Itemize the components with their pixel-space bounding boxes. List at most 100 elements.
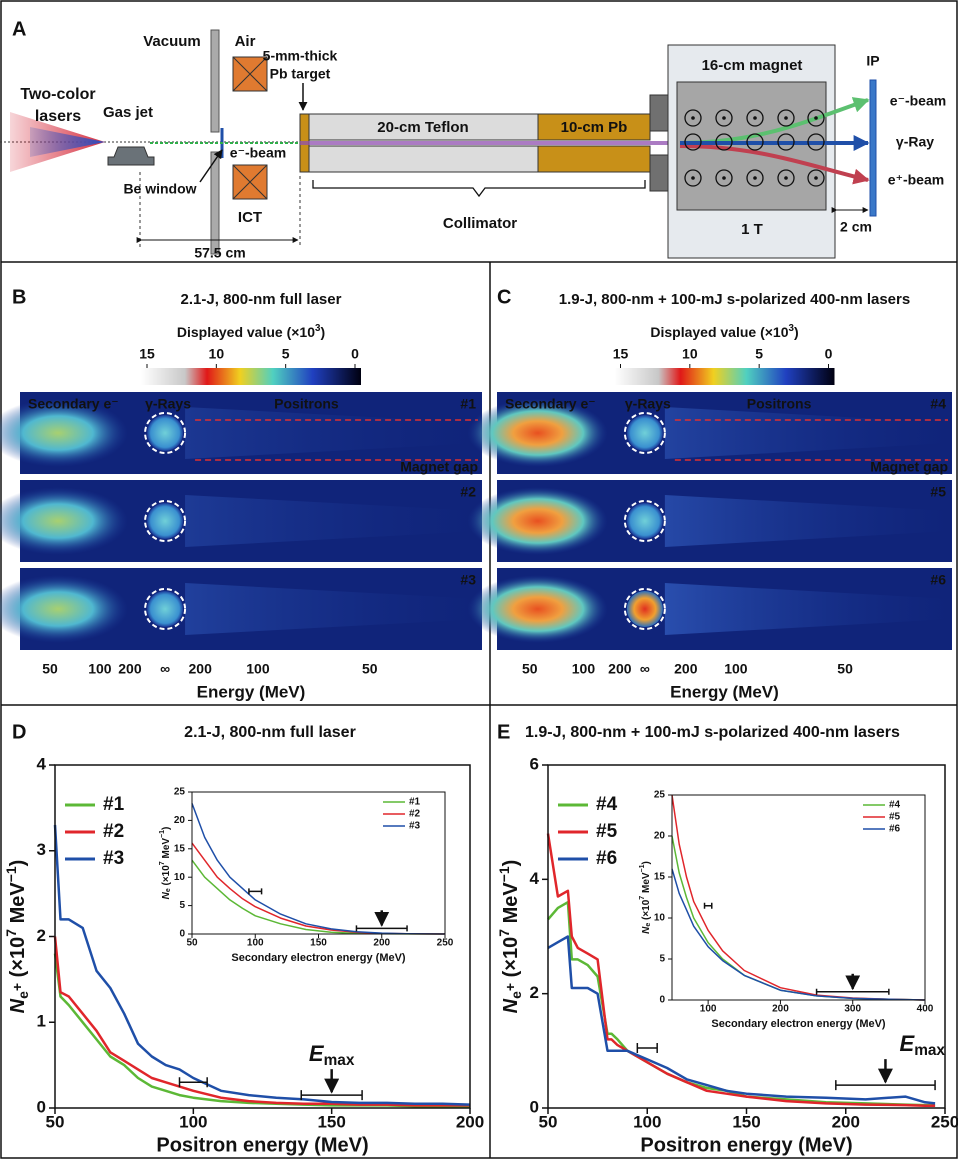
diagram-label: e⁺-beam [888,172,944,188]
region-label: Secondary e⁻ [505,396,596,412]
label-part: MeV [161,838,172,862]
energy-bar [355,925,408,932]
emax-label: Emax [309,1041,355,1069]
energy-tick-label: ∞ [160,661,170,677]
x-axis-label: Secondary electron energy (MeV) [231,952,406,964]
x-tick-label: 400 [917,1004,934,1015]
diagram-label: Air [235,33,256,50]
label-part: −1 [496,866,512,882]
x-tick-label: 200 [772,1004,789,1015]
label-part: 3 [789,323,795,334]
label-part: (×10 [161,865,172,889]
axis-label: Energy (MeV) [197,682,306,701]
y-tick-label: 10 [174,872,186,883]
energy-tick-label: 200 [118,661,142,677]
energy-tick-label: 100 [724,661,748,677]
data-line [191,803,446,935]
colorbar-tick-label: 10 [682,346,698,362]
label-part: max [324,1052,355,1069]
diagram-label: 10-cm Pb [561,119,628,136]
label-part: max [914,1042,945,1059]
label-part: N [500,998,522,1013]
energy-tick-label: 200 [189,661,213,677]
field-circle [715,169,733,187]
chart-title: 2.1-J, 800-nm full laser [184,724,356,741]
x-axis-label: Positron energy (MeV) [640,1134,852,1156]
gamma-signal [147,415,184,451]
panel-letter: B [12,286,26,308]
diagram-label: 57.5 cm [194,245,245,261]
legend-label: #1 [409,797,421,808]
plot-frame [191,791,446,935]
field-circle [684,133,702,151]
x-tick-label: 300 [844,1004,861,1015]
label-part: −1 [159,830,166,838]
legend-label: #3 [103,848,124,869]
region-label: Magnet gap [870,459,948,475]
secondary-electron-signal [467,575,608,643]
field-circle [684,169,702,187]
y-tick-label: 15 [174,843,186,854]
colorbar-tick-label: 0 [351,346,359,362]
x-tick-label: 50 [539,1112,558,1131]
field-circle [684,109,702,127]
label-part: 7 [496,929,512,937]
field-dot [691,176,695,180]
colorbar-label: Displayed value (×103) [650,323,798,340]
y-tick-label: 0 [659,995,665,1006]
data-line [547,935,936,1105]
legend-label: #6 [889,824,901,835]
y-axis-label: Ne (×107 MeV−1) [159,827,172,900]
gamma-outline [144,500,187,542]
colorbar [614,368,835,385]
field-dot [784,176,788,180]
diagram-label: Collimator [443,215,517,232]
y-tick-label: 20 [654,831,666,842]
secondary-electron-signal [0,487,129,555]
field-dot [722,176,726,180]
error-bar-path [178,1077,208,1088]
colorbar-tick-label: 5 [282,346,290,362]
energy-tick-label: 200 [674,661,698,677]
colorbar-tick-label: 5 [755,346,763,362]
diagram-label: lasers [35,108,81,125]
x-tick-label: 150 [310,938,327,949]
field-circle [715,133,733,151]
y-tick-label: 2 [37,926,46,945]
shot-label: #4 [930,396,946,412]
x-tick-label: 150 [732,1112,760,1131]
label-part: −1 [639,864,646,872]
axis-label: Energy (MeV) [670,682,779,701]
data-line [53,824,471,1106]
x-tick-label: 100 [247,938,264,949]
diagram-label: e⁻-beam [230,145,286,161]
x-tick-label: 100 [179,1112,207,1131]
colorbar-tick-label: 0 [825,346,833,362]
label-part: + [9,983,25,991]
y-tick-label: 5 [179,900,185,911]
label-part: e [165,888,172,892]
data-line [546,833,936,1107]
legend-label: #4 [596,794,618,815]
plot-frame [54,764,471,1109]
label-part: 7 [3,929,19,937]
label-part: N [161,891,172,899]
y-tick-label: 0 [37,1097,46,1116]
field-circle [777,169,795,187]
diagram-label: Vacuum [143,33,201,50]
gamma-outline [623,588,666,630]
field-circle [807,169,825,187]
secondary-electron-signal [0,575,129,643]
secondary-electron-signal [467,487,608,555]
positron-signal [185,495,482,547]
y-tick-label: 15 [654,872,666,883]
legend-label: #3 [409,821,421,832]
colorbar-tick-label: 10 [209,346,225,362]
label-part: Displayed value (×10 [650,324,788,340]
x-tick-label: 50 [186,938,198,949]
secondary-electron-signal [0,399,129,467]
x-axis-label: Secondary electron energy (MeV) [711,1018,886,1030]
label-part: ) [7,860,29,867]
error-bar-path [815,988,890,995]
gamma-signal [626,591,663,627]
